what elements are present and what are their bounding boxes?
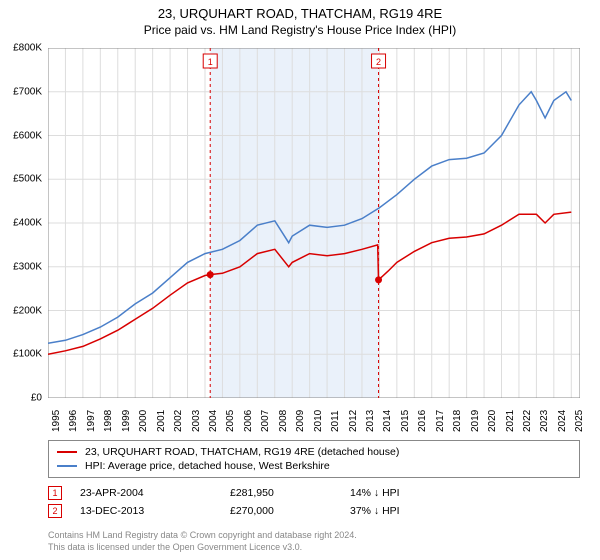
chart-subtitle: Price paid vs. HM Land Registry's House … — [0, 21, 600, 37]
x-tick-label: 1995 — [51, 410, 62, 432]
y-tick-label: £700K — [13, 86, 42, 97]
x-tick-label: 1997 — [86, 410, 97, 432]
x-tick-label: 2007 — [260, 410, 271, 432]
chart-container: 23, URQUHART ROAD, THATCHAM, RG19 4RE Pr… — [0, 0, 600, 560]
x-tick-label: 2025 — [574, 410, 585, 432]
x-axis-labels: 1995 1996 1997 1998 1999 2000 2001 2002 2003 2004… — [48, 402, 580, 442]
sales-row: 1 23-APR-2004£281,95014% ↓ HPI — [48, 484, 580, 502]
x-tick-label: 2009 — [295, 410, 306, 432]
x-tick-label: 2006 — [243, 410, 254, 432]
legend-label: HPI: Average price, detached house, West… — [85, 460, 330, 472]
sales-marker-box: 2 — [48, 504, 62, 518]
x-tick-label: 2011 — [330, 410, 341, 432]
sales-row: 2 13-DEC-2013£270,00037% ↓ HPI — [48, 502, 580, 520]
sales-price: £270,000 — [230, 505, 350, 517]
footer-line-2: This data is licensed under the Open Gov… — [48, 542, 580, 554]
chart-plot-area: 12 — [48, 48, 580, 398]
y-tick-label: £600K — [13, 130, 42, 141]
legend-swatch — [57, 451, 77, 453]
chart-title: 23, URQUHART ROAD, THATCHAM, RG19 4RE — [0, 0, 600, 21]
y-tick-label: £500K — [13, 174, 42, 185]
x-tick-label: 2005 — [225, 410, 236, 432]
y-tick-label: £100K — [13, 349, 42, 360]
sales-table: 1 23-APR-2004£281,95014% ↓ HPI 2 13-DEC-201… — [48, 484, 580, 520]
x-tick-label: 2001 — [156, 410, 167, 432]
svg-text:2: 2 — [376, 57, 381, 67]
x-tick-label: 2015 — [400, 410, 411, 432]
x-tick-label: 2019 — [470, 410, 481, 432]
y-tick-label: £300K — [13, 261, 42, 272]
legend-item: 23, URQUHART ROAD, THATCHAM, RG19 4RE (d… — [57, 445, 571, 459]
x-tick-label: 2014 — [382, 410, 393, 432]
x-tick-label: 2000 — [138, 410, 149, 432]
legend-label: 23, URQUHART ROAD, THATCHAM, RG19 4RE (d… — [85, 446, 399, 458]
footer-attribution: Contains HM Land Registry data © Crown c… — [48, 530, 580, 553]
sales-diff: 14% ↓ HPI — [350, 487, 470, 499]
legend-item: HPI: Average price, detached house, West… — [57, 459, 571, 473]
sales-price: £281,950 — [230, 487, 350, 499]
y-tick-label: £400K — [13, 218, 42, 229]
x-tick-label: 2022 — [522, 410, 533, 432]
x-tick-label: 2004 — [208, 410, 219, 432]
x-tick-label: 2018 — [452, 410, 463, 432]
svg-text:1: 1 — [208, 57, 213, 67]
sales-diff: 37% ↓ HPI — [350, 505, 470, 517]
x-tick-label: 2013 — [365, 410, 376, 432]
sales-marker-box: 1 — [48, 486, 62, 500]
x-tick-label: 2020 — [487, 410, 498, 432]
x-tick-label: 2008 — [278, 410, 289, 432]
y-tick-label: £200K — [13, 305, 42, 316]
x-tick-label: 2016 — [417, 410, 428, 432]
x-tick-label: 2021 — [505, 410, 516, 432]
x-tick-label: 1996 — [68, 410, 79, 432]
sales-date: 13-DEC-2013 — [80, 505, 230, 517]
x-tick-label: 2012 — [348, 410, 359, 432]
x-tick-label: 1998 — [103, 410, 114, 432]
y-axis-labels: £0£100K£200K£300K£400K£500K£600K£700K£80… — [0, 48, 46, 398]
legend-box: 23, URQUHART ROAD, THATCHAM, RG19 4RE (d… — [48, 440, 580, 478]
x-tick-label: 2003 — [191, 410, 202, 432]
sales-date: 23-APR-2004 — [80, 487, 230, 499]
x-tick-label: 2010 — [313, 410, 324, 432]
x-tick-label: 2002 — [173, 410, 184, 432]
x-tick-label: 2023 — [539, 410, 550, 432]
y-tick-label: £800K — [13, 43, 42, 54]
x-tick-label: 1999 — [121, 410, 132, 432]
x-tick-label: 2017 — [435, 410, 446, 432]
footer-line-1: Contains HM Land Registry data © Crown c… — [48, 530, 580, 542]
x-tick-label: 2024 — [557, 410, 568, 432]
y-tick-label: £0 — [31, 393, 42, 404]
chart-svg: 12 — [48, 48, 580, 398]
legend-swatch — [57, 465, 77, 467]
